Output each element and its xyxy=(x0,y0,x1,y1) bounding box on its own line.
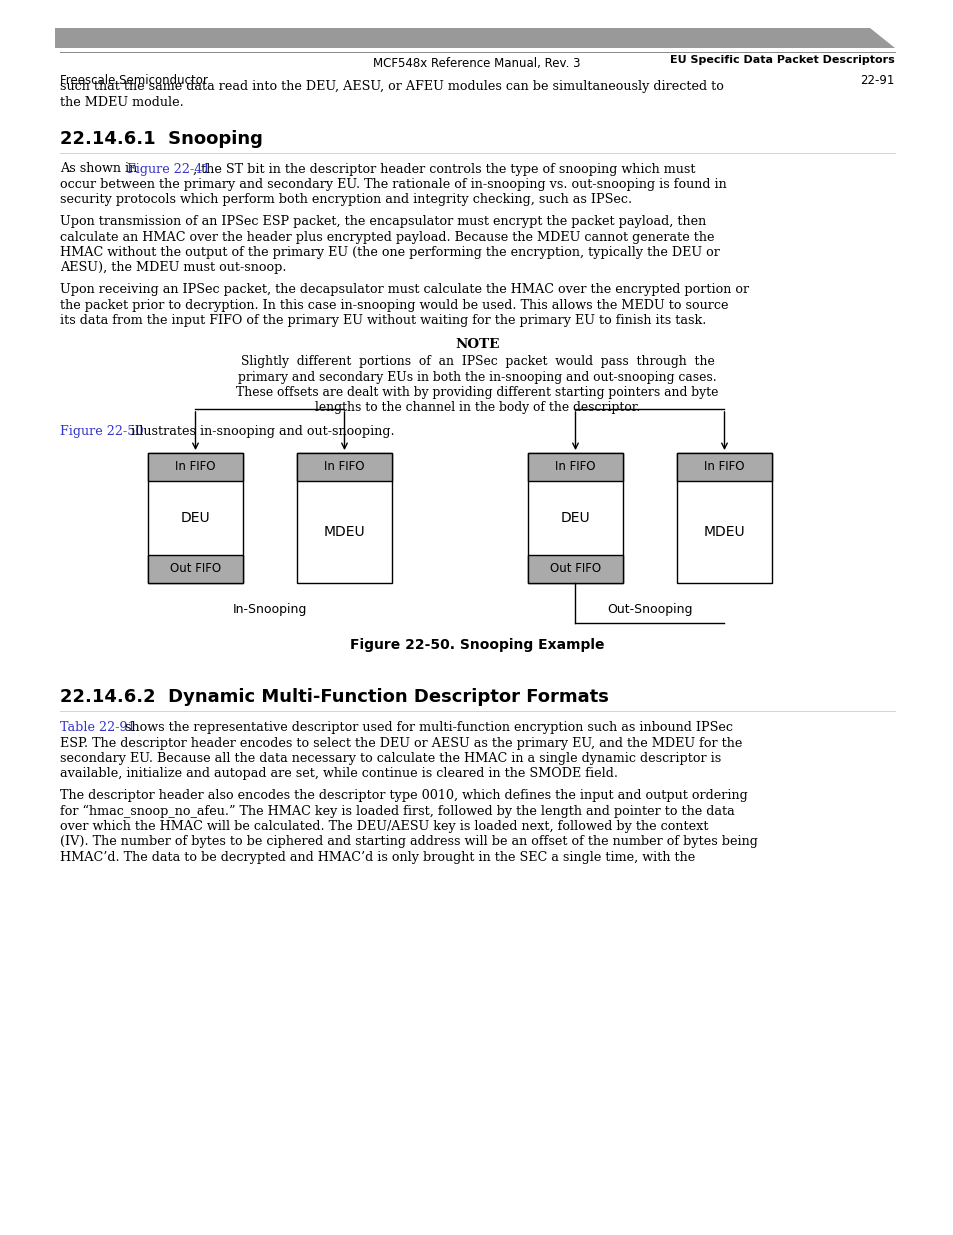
Text: such that the same data read into the DEU, AESU, or AFEU modules can be simultan: such that the same data read into the DE… xyxy=(60,80,723,93)
Text: Out FIFO: Out FIFO xyxy=(170,562,221,576)
Text: security protocols which perform both encryption and integrity checking, such as: security protocols which perform both en… xyxy=(60,194,632,206)
Text: its data from the input FIFO of the primary EU without waiting for the primary E: its data from the input FIFO of the prim… xyxy=(60,314,705,327)
Text: over which the HMAC will be calculated. The DEU/AESU key is loaded next, followe: over which the HMAC will be calculated. … xyxy=(60,820,708,832)
Text: MDEU: MDEU xyxy=(323,525,365,538)
Text: shows the representative descriptor used for multi-function encryption such as i: shows the representative descriptor used… xyxy=(121,721,732,734)
Bar xyxy=(527,453,622,480)
Text: DEU: DEU xyxy=(560,511,590,525)
Text: HMAC’d. The data to be decrypted and HMAC’d is only brought in the SEC a single : HMAC’d. The data to be decrypted and HMA… xyxy=(60,851,695,864)
Text: NOTE: NOTE xyxy=(455,337,499,351)
Text: , the ST bit in the descriptor header controls the type of snooping which must: , the ST bit in the descriptor header co… xyxy=(193,163,695,175)
Text: Out-Snooping: Out-Snooping xyxy=(607,603,692,616)
Text: In FIFO: In FIFO xyxy=(555,461,595,473)
Text: Upon transmission of an IPSec ESP packet, the encapsulator must encrypt the pack: Upon transmission of an IPSec ESP packet… xyxy=(60,215,705,228)
Text: Figure 22-41: Figure 22-41 xyxy=(127,163,210,175)
Text: secondary EU. Because all the data necessary to calculate the HMAC in a single d: secondary EU. Because all the data neces… xyxy=(60,752,720,764)
Text: available, initialize and autopad are set, while continue is cleared in the SMOD: available, initialize and autopad are se… xyxy=(60,767,618,781)
Text: Figure 22-50. Snooping Example: Figure 22-50. Snooping Example xyxy=(350,638,603,652)
Text: illustrates in-snooping and out-snooping.: illustrates in-snooping and out-snooping… xyxy=(127,425,394,438)
Text: MCF548x Reference Manual, Rev. 3: MCF548x Reference Manual, Rev. 3 xyxy=(373,57,580,70)
Bar xyxy=(296,453,392,583)
Text: occur between the primary and secondary EU. The rationale of in-snooping vs. out: occur between the primary and secondary … xyxy=(60,178,726,191)
Polygon shape xyxy=(55,28,894,48)
Text: The descriptor header also encodes the descriptor type 0010, which defines the i: The descriptor header also encodes the d… xyxy=(60,789,747,802)
Bar xyxy=(677,453,771,583)
Text: Upon receiving an IPSec packet, the decapsulator must calculate the HMAC over th: Upon receiving an IPSec packet, the deca… xyxy=(60,283,748,296)
Text: ESP. The descriptor header encodes to select the DEU or AESU as the primary EU, : ESP. The descriptor header encodes to se… xyxy=(60,736,741,750)
Text: MDEU: MDEU xyxy=(703,525,744,538)
Text: These offsets are dealt with by providing different starting pointers and byte: These offsets are dealt with by providin… xyxy=(236,387,718,399)
Bar xyxy=(148,555,243,583)
Text: In FIFO: In FIFO xyxy=(175,461,215,473)
Text: AESU), the MDEU must out-snoop.: AESU), the MDEU must out-snoop. xyxy=(60,262,286,274)
Text: Out FIFO: Out FIFO xyxy=(549,562,600,576)
Text: In FIFO: In FIFO xyxy=(703,461,744,473)
Text: DEU: DEU xyxy=(180,511,210,525)
Text: HMAC without the output of the primary EU (the one performing the encryption, ty: HMAC without the output of the primary E… xyxy=(60,246,720,259)
Bar xyxy=(527,555,622,583)
Bar xyxy=(527,453,622,583)
Text: Slightly  different  portions  of  an  IPSec  packet  would  pass  through  the: Slightly different portions of an IPSec … xyxy=(240,354,714,368)
Text: for “hmac_snoop_no_afeu.” The HMAC key is loaded first, followed by the length a: for “hmac_snoop_no_afeu.” The HMAC key i… xyxy=(60,804,734,818)
Text: As shown in: As shown in xyxy=(60,163,141,175)
Text: the MDEU module.: the MDEU module. xyxy=(60,95,184,109)
Text: Table 22-91: Table 22-91 xyxy=(60,721,135,734)
Text: In-Snooping: In-Snooping xyxy=(233,603,307,616)
Text: Freescale Semiconductor: Freescale Semiconductor xyxy=(60,74,208,86)
Text: the packet prior to decryption. In this case in-snooping would be used. This all: the packet prior to decryption. In this … xyxy=(60,299,728,311)
Text: EU Specific Data Packet Descriptors: EU Specific Data Packet Descriptors xyxy=(670,56,894,65)
Text: 22.14.6.2  Dynamic Multi-Function Descriptor Formats: 22.14.6.2 Dynamic Multi-Function Descrip… xyxy=(60,688,608,706)
Text: Figure 22-50: Figure 22-50 xyxy=(60,425,144,438)
Bar xyxy=(148,453,243,583)
Text: In FIFO: In FIFO xyxy=(324,461,364,473)
Bar xyxy=(677,453,771,480)
Bar xyxy=(148,453,243,480)
Bar xyxy=(296,453,392,480)
Text: 22.14.6.1  Snooping: 22.14.6.1 Snooping xyxy=(60,131,263,148)
Text: 22-91: 22-91 xyxy=(860,74,894,86)
Text: lengths to the channel in the body of the descriptor.: lengths to the channel in the body of th… xyxy=(314,401,639,415)
Text: calculate an HMAC over the header plus encrypted payload. Because the MDEU canno: calculate an HMAC over the header plus e… xyxy=(60,231,714,243)
Text: (IV). The number of bytes to be ciphered and starting address will be an offset : (IV). The number of bytes to be ciphered… xyxy=(60,836,757,848)
Text: primary and secondary EUs in both the in-snooping and out-snooping cases.: primary and secondary EUs in both the in… xyxy=(238,370,716,384)
